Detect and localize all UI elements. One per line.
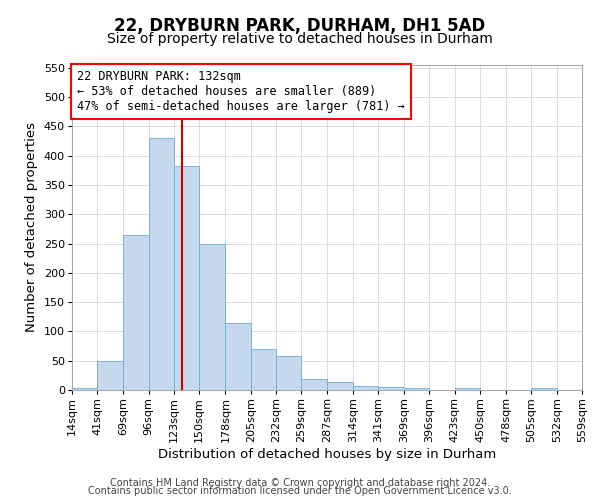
- Bar: [174, 166, 199, 390]
- Bar: [532, 388, 557, 390]
- Text: 22, DRYBURN PARK, DURHAM, DH1 5AD: 22, DRYBURN PARK, DURHAM, DH1 5AD: [115, 18, 485, 36]
- Bar: [124, 235, 149, 390]
- Bar: [301, 380, 328, 390]
- Text: Contains HM Land Registry data © Crown copyright and database right 2024.: Contains HM Land Registry data © Crown c…: [110, 478, 490, 488]
- Bar: [199, 244, 226, 390]
- Bar: [455, 388, 480, 390]
- Bar: [353, 386, 378, 390]
- Bar: [276, 356, 301, 390]
- Bar: [404, 388, 430, 390]
- Y-axis label: Number of detached properties: Number of detached properties: [25, 122, 38, 332]
- Bar: [251, 349, 276, 390]
- Text: Size of property relative to detached houses in Durham: Size of property relative to detached ho…: [107, 32, 493, 46]
- Bar: [97, 360, 124, 390]
- X-axis label: Distribution of detached houses by size in Durham: Distribution of detached houses by size …: [158, 448, 496, 460]
- Bar: [72, 388, 97, 390]
- Bar: [328, 382, 353, 390]
- Text: Contains public sector information licensed under the Open Government Licence v3: Contains public sector information licen…: [88, 486, 512, 496]
- Bar: [226, 322, 251, 390]
- Text: 22 DRYBURN PARK: 132sqm
← 53% of detached houses are smaller (889)
47% of semi-d: 22 DRYBURN PARK: 132sqm ← 53% of detache…: [77, 70, 405, 113]
- Bar: [149, 138, 174, 390]
- Bar: [378, 387, 404, 390]
